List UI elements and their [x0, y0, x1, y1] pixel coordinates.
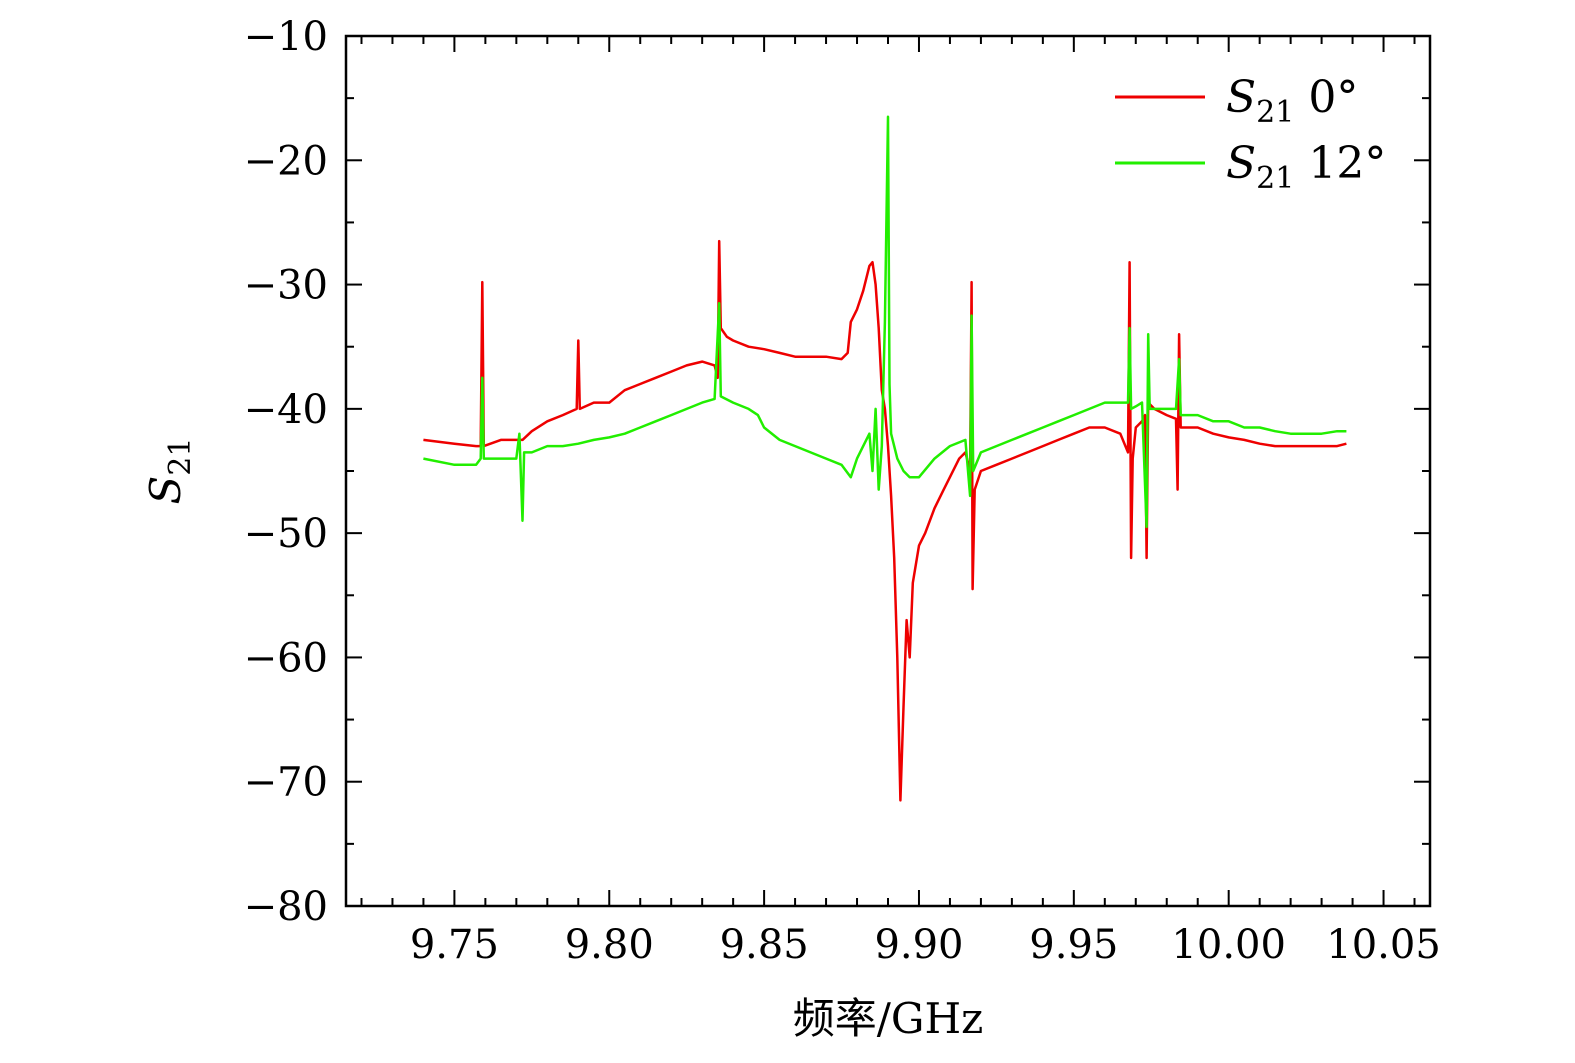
y-tick-label: −70	[244, 760, 328, 806]
y-tick-label: −30	[244, 263, 328, 309]
legend-label-s21-12deg: S21 12°	[1226, 138, 1386, 196]
x-axis-tick-labels: 9.75 9.80 9.85 9.90 9.95 10.00 10.05	[410, 922, 1441, 968]
y-axis-tick-labels: −10 −20 −30 −40 −50 −60 −70 −80	[244, 14, 328, 930]
x-tick-label: 9.85	[720, 922, 809, 968]
series-lines	[423, 115, 1347, 802]
legend: S21 0° S21 12°	[1115, 72, 1386, 196]
y-tick-label: −20	[244, 138, 328, 184]
y-axis-ticks	[346, 35, 1430, 907]
y-tick-label: −60	[244, 635, 328, 681]
x-tick-label: 9.80	[565, 922, 654, 968]
x-axis-title: 频率/GHz	[793, 994, 983, 1043]
x-tick-label: 9.75	[410, 922, 499, 968]
y-tick-label: −40	[244, 387, 328, 433]
x-tick-label: 9.95	[1029, 922, 1118, 968]
y-axis-title-symbol: S	[141, 476, 190, 505]
y-tick-label: −50	[244, 511, 328, 557]
x-tick-label: 10.05	[1326, 922, 1441, 968]
x-tick-label: 9.90	[874, 922, 963, 968]
x-tick-label: 10.00	[1171, 922, 1286, 968]
legend-label-s21-0deg: S21 0°	[1226, 72, 1358, 130]
y-axis-title: S21	[141, 438, 198, 505]
y-tick-label: −10	[244, 14, 328, 60]
x-axis-ticks	[360, 36, 1416, 906]
series-line-s21-12deg	[423, 115, 1347, 529]
y-tick-label: −80	[244, 884, 328, 930]
y-axis-title-subscript: 21	[163, 438, 198, 476]
